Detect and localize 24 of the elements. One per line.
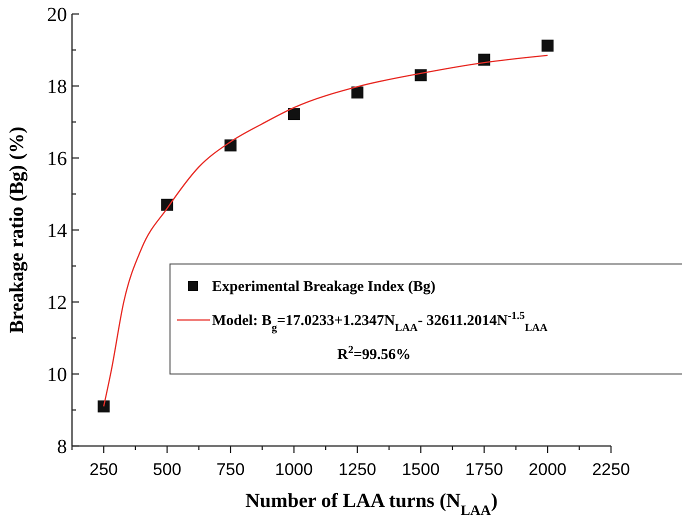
- point: [542, 40, 554, 52]
- y-tick-label: 12: [47, 292, 67, 314]
- legend-label: Experimental Breakage Index (Bg): [212, 279, 436, 295]
- annotation: R$^{2}$=99.56%: [337, 344, 411, 363]
- point: [288, 108, 300, 120]
- y-tick-label: 8: [57, 436, 67, 458]
- x-tick-label: 2250: [592, 460, 630, 479]
- y-tick-label: 18: [47, 76, 67, 98]
- y-axis-title: Breakage ratio (Bg) (%): [6, 126, 28, 334]
- x-tick-label: 1500: [402, 460, 440, 479]
- x-tick-label: 2000: [528, 460, 566, 479]
- x-tick-label: 250: [90, 460, 118, 479]
- x-tick-label: 1250: [338, 460, 376, 479]
- x-tick-label: 1750: [465, 460, 504, 479]
- point: [98, 400, 110, 412]
- x-tick-label: 500: [152, 460, 182, 479]
- y-tick-label: 20: [47, 4, 67, 26]
- x-tick-label: 750: [216, 460, 245, 479]
- y-tick-label: 16: [47, 148, 67, 170]
- y-tick-label: 14: [47, 220, 67, 242]
- point: [351, 86, 364, 98]
- y-tick-label: 10: [47, 364, 67, 386]
- x-tick-label: 1000: [275, 460, 313, 479]
- x-axis-title: Number of LAA turns (N$_{LAA}$): [245, 490, 498, 519]
